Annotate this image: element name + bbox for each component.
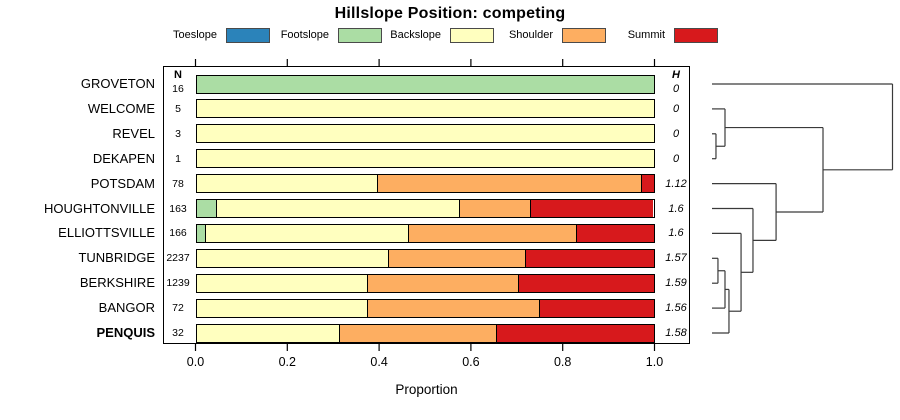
n-count: 3 — [175, 127, 181, 140]
bar-segment-backslope — [196, 299, 368, 317]
n-count: 1239 — [166, 277, 190, 290]
bar-segment-footslope — [196, 224, 205, 242]
x-axis-title: Proportion — [395, 382, 458, 397]
x-axis-tick-label: 0.6 — [462, 355, 480, 369]
series-label: BERKSHIRE — [79, 275, 155, 291]
bar-segment-backslope — [196, 150, 654, 168]
bar-row — [195, 323, 655, 343]
plot-box — [163, 66, 690, 344]
bar-segment-shoulder — [377, 175, 641, 193]
bar-segment-summit — [496, 324, 654, 342]
x-axis-tick-label: 0.4 — [370, 355, 388, 369]
chart-title: Hillslope Position: competing — [334, 5, 566, 22]
bar-segment-shoulder — [367, 299, 539, 317]
legend-item: Backslope — [290, 27, 494, 43]
series-label: PENQUIS — [96, 325, 155, 340]
bar-row — [195, 223, 655, 243]
legend-swatch — [674, 27, 718, 43]
series-label: TUNBRIDGE — [78, 250, 155, 266]
legend-item: Summit — [514, 27, 718, 43]
series-label: WELCOME — [87, 100, 155, 116]
bar-segment-shoulder — [387, 249, 526, 267]
x-axis-tick-label: 0.2 — [278, 355, 296, 369]
h-entropy: 1.57 — [665, 252, 687, 265]
bar-row — [195, 298, 655, 318]
bar-row — [195, 174, 655, 194]
n-count: 1 — [175, 152, 181, 165]
h-entropy: 0 — [672, 102, 680, 115]
bar-row — [195, 199, 655, 218]
n-count: 72 — [172, 302, 184, 315]
bar-segment-backslope — [196, 100, 654, 118]
bar-segment-footslope — [196, 200, 217, 217]
bar-segment-backslope — [204, 224, 409, 242]
h-entropy: 1.56 — [665, 302, 687, 315]
bar-segment-summit — [529, 200, 654, 217]
bar-row — [195, 99, 655, 119]
bar-segment-shoulder — [459, 200, 530, 217]
bar-row — [195, 273, 655, 293]
series-label: HOUGHTONVILLE — [43, 200, 155, 216]
series-label: GROVETON — [80, 76, 155, 91]
bar-segment-shoulder — [338, 324, 497, 342]
bar-segment-summit — [518, 274, 654, 292]
x-axis-tick-label: 1.0 — [645, 355, 664, 369]
h-entropy: 1.6 — [668, 202, 684, 215]
bar-segment-backslope — [196, 324, 339, 342]
n-count: 2237 — [166, 252, 190, 265]
bar-segment-backslope — [196, 175, 378, 193]
legend-label: Footslope — [280, 29, 329, 41]
bar-row — [195, 124, 655, 144]
legend-swatch — [450, 27, 494, 43]
legend-label: Toeslope — [172, 29, 217, 41]
bar-segment-backslope — [196, 125, 654, 143]
series-label: POTSDAM — [90, 175, 155, 191]
bar-segment-shoulder — [367, 274, 519, 292]
legend-label: Backslope — [390, 29, 441, 41]
legend-swatch — [338, 27, 382, 43]
bar-segment-summit — [538, 299, 654, 317]
bar-segment-backslope — [196, 274, 368, 292]
bar-segment-backslope — [196, 249, 388, 267]
h-entropy: 1.12 — [665, 177, 687, 190]
n-column-header: N — [174, 69, 182, 81]
n-count: 166 — [169, 227, 187, 240]
bar-segment-summit — [640, 175, 654, 193]
n-count: 5 — [175, 102, 181, 115]
n-count: 163 — [169, 202, 187, 215]
bar-row — [195, 149, 655, 169]
bar-segment-shoulder — [408, 224, 576, 242]
legend-item: Footslope — [178, 27, 382, 43]
n-count: 78 — [172, 177, 184, 190]
series-label: BANGOR — [98, 300, 155, 316]
series-label: REVEL — [112, 125, 155, 141]
n-count: 16 — [172, 83, 184, 95]
h-entropy: 0 — [672, 152, 680, 165]
bar-row — [195, 74, 655, 94]
h-entropy: 0 — [672, 127, 680, 140]
h-entropy: 1.58 — [665, 327, 687, 339]
legend-label: Shoulder — [508, 29, 553, 41]
legend-item: Shoulder — [402, 27, 606, 43]
bar-row — [195, 248, 655, 268]
legend-swatch — [562, 27, 606, 43]
series-label: ELLIOTTSVILLE — [58, 225, 155, 241]
x-axis-tick-label: 0.0 — [186, 355, 205, 369]
n-count: 32 — [172, 327, 184, 339]
bar-segment-summit — [575, 224, 654, 242]
bar-segment-backslope — [216, 200, 460, 217]
legend-swatch — [226, 27, 270, 43]
h-entropy: 1.6 — [668, 227, 684, 240]
h-entropy: 1.59 — [665, 277, 687, 290]
h-column-header: H — [672, 69, 680, 81]
bar-segment-footslope — [196, 75, 654, 93]
legend-item: Toeslope — [66, 27, 270, 43]
x-axis-tick-label: 0.8 — [553, 355, 572, 369]
bar-segment-summit — [525, 249, 654, 267]
h-entropy: 0 — [672, 83, 680, 95]
legend-label: Summit — [627, 29, 665, 41]
series-label: DEKAPEN — [92, 150, 155, 166]
